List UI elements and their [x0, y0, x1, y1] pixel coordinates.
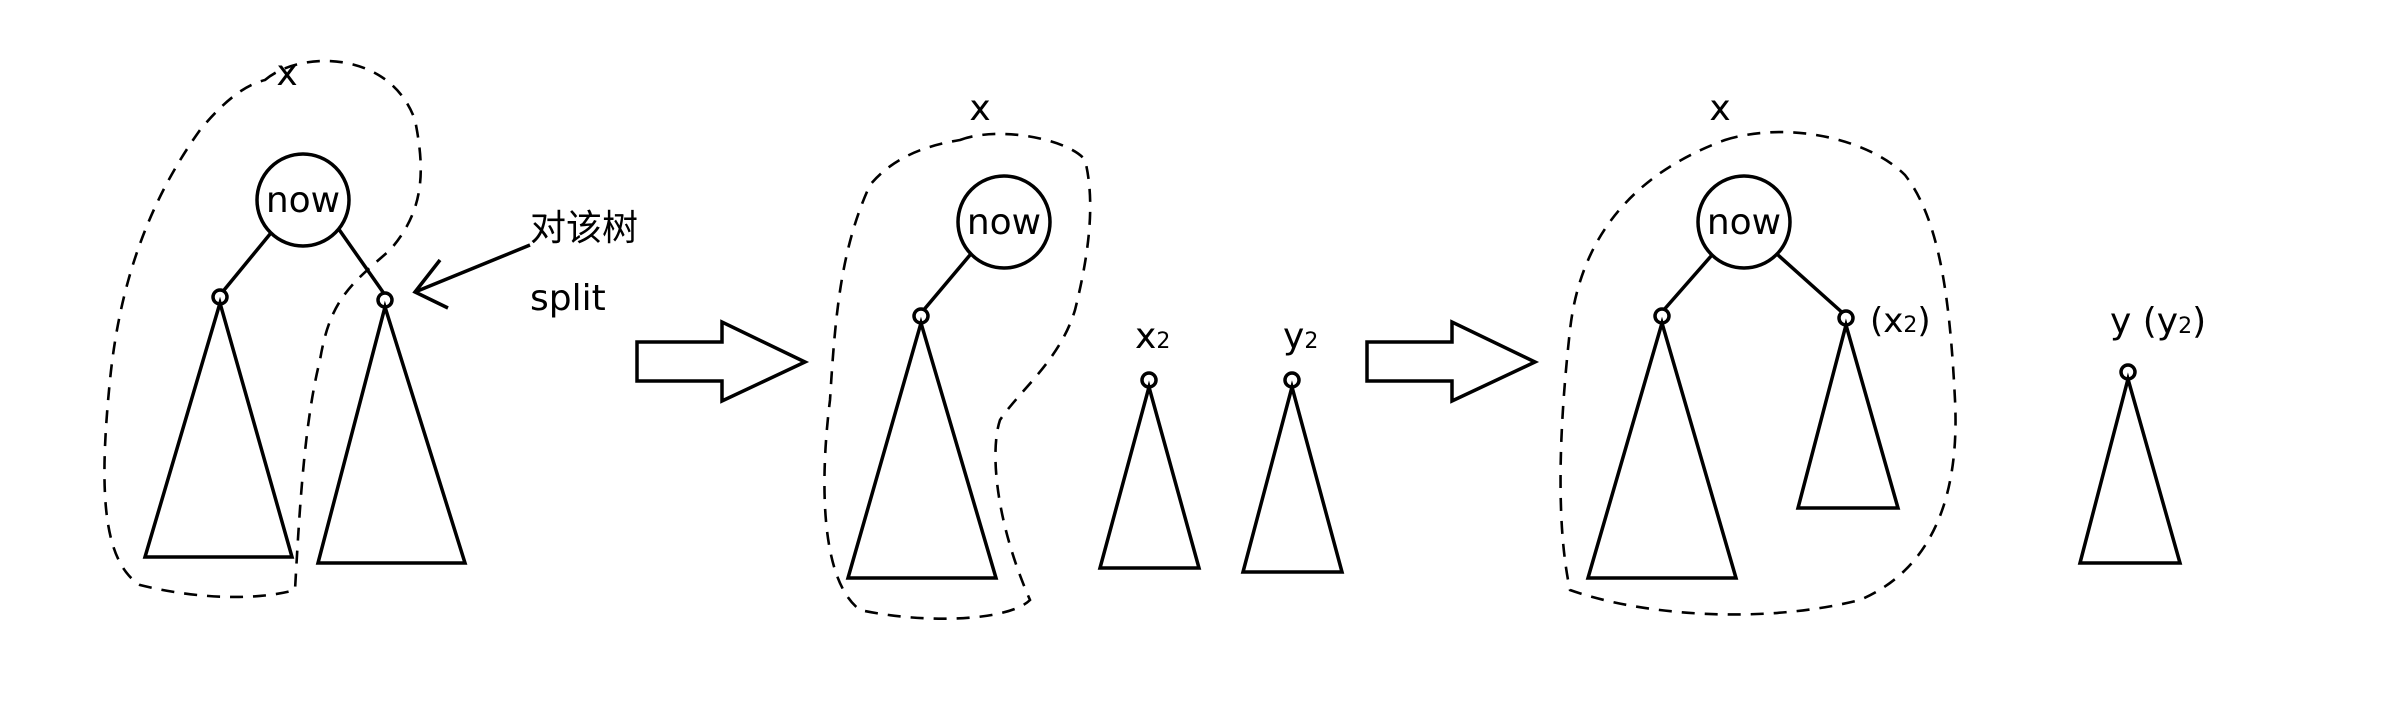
panel1-now-label: now: [266, 180, 340, 221]
panel1-dashed-boundary: [103, 59, 422, 599]
panel3-edge-right: [1776, 253, 1847, 317]
panel2-x2-subtree: [1097, 380, 1202, 570]
panel3-now-label: now: [1707, 202, 1781, 243]
panel3-dashed-boundary: [1559, 130, 1957, 616]
panel2-x2-tree: x2: [1097, 316, 1202, 570]
panel3-y-tree: y (y2): [2077, 301, 2206, 565]
split-annotation-line1: 对该树: [530, 208, 638, 249]
panel3-y-subtree: [2077, 372, 2183, 565]
panel3-left-subtree: [1585, 316, 1739, 580]
transition-arrow-2: [1365, 319, 1540, 404]
split-annotation-line2: split: [530, 278, 606, 319]
split-annotation-arrowhead: [412, 258, 449, 310]
panel3-edge-left: [1660, 253, 1714, 314]
panel3-now-node: [1696, 174, 1792, 270]
panel1-now-node: [255, 152, 351, 248]
transition-arrow-1: [635, 319, 810, 404]
panel2-y2-label: y2: [1283, 316, 1318, 357]
panel1-right-subtree: [315, 300, 468, 565]
panel2-edge-left: [920, 253, 972, 314]
panel2-left-subtree: [845, 316, 999, 580]
panel3-x2-label: (x2): [1870, 301, 1931, 341]
panel2-dashed-boundary: [823, 132, 1092, 620]
panel-1-before-split: x now 对该树 split: [103, 53, 638, 599]
panel-2-after-split: x now x2 y2: [823, 88, 1345, 620]
panel2-x2-label: x2: [1135, 316, 1170, 357]
panel1-x-label: x: [276, 53, 297, 94]
panel2-y2-tree: y2: [1240, 316, 1345, 574]
panel1-edge-left: [218, 226, 277, 297]
panel-3-after-merge: x now (x2) y (y2): [1559, 88, 2206, 616]
panel2-x-label: x: [969, 88, 990, 129]
panel2-now-node: [956, 174, 1052, 270]
panel1-edge-right: [336, 226, 387, 297]
panel1-left-subtree: [142, 296, 295, 559]
split-annotation-arrow-shaft: [414, 243, 531, 294]
panel2-y2-subtree: [1240, 380, 1345, 574]
panel2-now-label: now: [967, 202, 1041, 243]
panel3-right-subtree: [1795, 318, 1901, 510]
panel3-x-label: x: [1709, 88, 1730, 129]
panel3-y-label: y (y2): [2110, 301, 2206, 342]
